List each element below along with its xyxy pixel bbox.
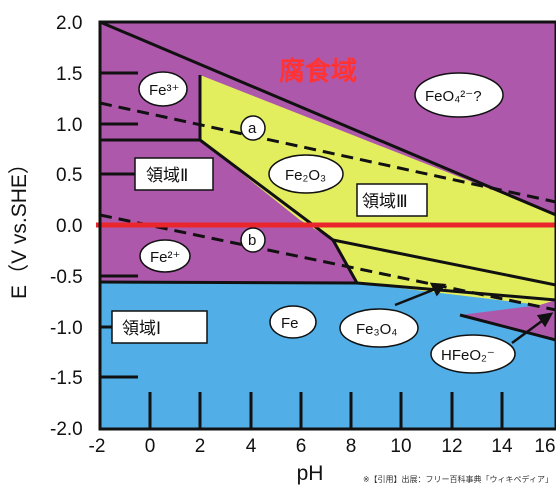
y-tick-label: -1.5 bbox=[50, 368, 83, 389]
svg-text:HFeO₂⁻: HFeO₂⁻ bbox=[441, 347, 495, 364]
plot-frame bbox=[98, 20, 556, 431]
water-line-marker-b: b bbox=[240, 227, 266, 253]
bottom-tick-marks bbox=[148, 392, 504, 429]
svg-text:領域Ⅲ: 領域Ⅲ bbox=[362, 192, 408, 212]
hfeo2-region bbox=[460, 300, 556, 340]
y-tick-label: 0.0 bbox=[56, 216, 82, 237]
water-line-marker-a: a bbox=[240, 115, 266, 141]
y-tick-label: 2.0 bbox=[56, 13, 82, 34]
species-fe3o4: Fe₃O₄ bbox=[339, 308, 419, 348]
boundary-fe-fe3o4 bbox=[356, 281, 556, 302]
boundary-fe2-fe3o4 bbox=[331, 239, 359, 284]
immunity-region bbox=[100, 282, 556, 429]
x-tick-label: 14 bbox=[491, 436, 513, 457]
svg-text:FeO₄²⁻?: FeO₄²⁻? bbox=[425, 88, 482, 105]
svg-text:Fe²⁺: Fe²⁺ bbox=[150, 249, 180, 266]
passive-region-fe2o3 bbox=[200, 75, 556, 285]
svg-text:a: a bbox=[248, 120, 257, 137]
species-fe2: Fe²⁺ bbox=[139, 239, 191, 273]
passive-region-fe3o4 bbox=[333, 240, 556, 305]
source-credit: ※【引用】出展：フリー百科事典「ウィキペディア」 bbox=[363, 474, 553, 484]
arrow-fe3o4-shaft bbox=[394, 286, 439, 307]
region-label-2: 領域Ⅱ bbox=[134, 157, 214, 191]
region-label-1: 領域Ⅰ bbox=[111, 310, 208, 344]
x-tick-label: 10 bbox=[390, 436, 411, 457]
arrows bbox=[394, 282, 554, 345]
boundary-fe3-top bbox=[99, 20, 556, 217]
water-lines bbox=[99, 101, 556, 312]
species-fe2o3: Fe₂O₃ bbox=[268, 154, 344, 194]
y-tick-label: 1.0 bbox=[56, 115, 82, 136]
x-axis-ticks: -2 0 2 4 6 8 10 12 14 16 bbox=[89, 436, 556, 457]
y-tick-label: -1.0 bbox=[50, 318, 83, 339]
arrow-hfeo2-shaft bbox=[511, 316, 547, 345]
x-tick-label: 6 bbox=[296, 436, 307, 457]
region-label-3: 領域Ⅲ bbox=[356, 183, 428, 217]
arrow-fe3o4-head bbox=[429, 282, 447, 297]
boundary-fe-fe2 bbox=[99, 280, 358, 285]
svg-text:Fe₃O₄: Fe₃O₄ bbox=[356, 321, 397, 338]
x-tick-label: 16 bbox=[534, 436, 555, 457]
y-axis-title: E（V vs.SHE） bbox=[8, 153, 31, 299]
svg-text:Fe³⁺: Fe³⁺ bbox=[149, 82, 179, 99]
y-axis-ticks: 2.0 1.5 1.0 0.5 0.0 -0.5 -1.0 -1.5 -2.0 bbox=[50, 13, 83, 440]
species-fe3: Fe³⁺ bbox=[138, 71, 188, 107]
water-line-b bbox=[99, 213, 556, 312]
x-axis-title: pH bbox=[297, 462, 324, 485]
species-fe: Fe bbox=[269, 305, 317, 339]
svg-text:b: b bbox=[248, 232, 256, 249]
species-hfeo2: HFeO₂⁻ bbox=[430, 334, 516, 374]
svg-text:領域Ⅰ: 領域Ⅰ bbox=[122, 319, 161, 339]
y-tick-label: -2.0 bbox=[50, 419, 83, 440]
svg-text:Fe: Fe bbox=[281, 315, 299, 332]
stability-boundaries bbox=[99, 20, 556, 429]
y-tick-label: 1.5 bbox=[56, 64, 82, 85]
corrosion-region-label: 腐食域 bbox=[279, 56, 357, 87]
y-tick-label: -0.5 bbox=[50, 267, 83, 288]
svg-text:領域Ⅱ: 領域Ⅱ bbox=[146, 166, 188, 186]
y-tick-label: 0.5 bbox=[56, 165, 82, 186]
x-tick-label: -2 bbox=[89, 436, 106, 457]
species-feo4: FeO₄²⁻? bbox=[414, 72, 504, 118]
x-tick-label: 4 bbox=[246, 436, 257, 457]
x-tick-label: 0 bbox=[145, 436, 156, 457]
svg-text:Fe₂O₃: Fe₂O₃ bbox=[285, 167, 326, 184]
x-tick-label: 2 bbox=[195, 436, 206, 457]
boundary-fe3o4-hfeo2 bbox=[459, 313, 556, 342]
x-tick-label: 8 bbox=[346, 436, 357, 457]
boundary-fe2o3-fe3o4 bbox=[332, 238, 556, 287]
x-tick-label: 12 bbox=[441, 436, 462, 457]
left-tick-marks bbox=[100, 71, 138, 379]
arrow-hfeo2-head bbox=[536, 312, 554, 328]
water-line-a bbox=[99, 101, 556, 204]
